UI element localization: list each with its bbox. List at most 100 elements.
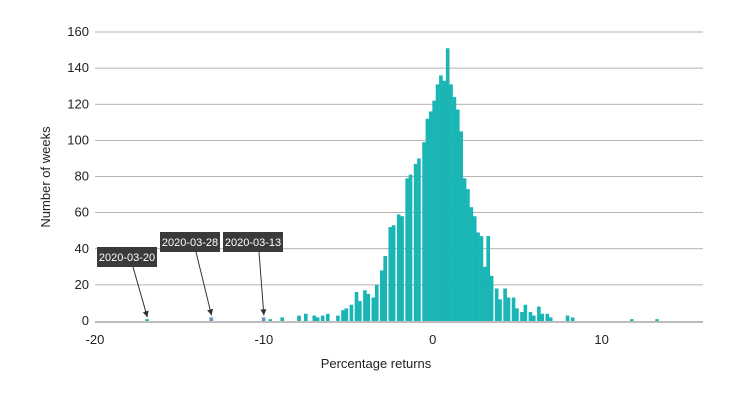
histogram-bar <box>417 158 421 321</box>
x-tick-label: 0 <box>429 332 436 347</box>
histogram-bar <box>629 319 634 321</box>
histogram-bar <box>462 178 467 321</box>
annotation-label-box <box>160 232 220 252</box>
histogram-bar <box>432 100 436 321</box>
histogram-bar <box>304 313 308 321</box>
y-tick-label: 160 <box>67 24 89 39</box>
x-tick-label: -10 <box>254 332 273 347</box>
histogram-bar <box>545 313 550 321</box>
histogram-bar <box>494 288 499 321</box>
histogram-bar <box>320 315 325 321</box>
histogram-bar <box>396 214 401 321</box>
histogram-bar <box>344 308 349 321</box>
histogram-bar <box>354 292 359 321</box>
histogram-bar <box>405 178 409 321</box>
histogram-bar <box>380 270 384 321</box>
histogram-bar <box>209 317 214 321</box>
histogram-bar <box>428 111 433 321</box>
histogram-bar <box>358 301 362 321</box>
histogram-bar <box>528 311 533 321</box>
y-tick-label: 40 <box>75 241 89 256</box>
histogram-bar <box>315 317 320 321</box>
annotations: 2020-03-20 2020-03-28 2020-03-13 <box>97 232 283 318</box>
annotation-arrowhead <box>142 310 149 318</box>
histogram-bar <box>548 317 553 321</box>
annotation-label: 2020-03-28 <box>162 237 218 249</box>
histogram-bar <box>506 297 511 321</box>
axes: 0 20 40 60 80 100 120 140 160 -20 -10 0 10 <box>67 24 703 347</box>
y-tick-label: 100 <box>67 132 89 147</box>
histogram-bar <box>532 315 536 321</box>
annotation-label-box <box>97 247 157 267</box>
histogram-bar <box>489 275 494 321</box>
histogram-bar <box>452 97 457 322</box>
histogram-bar <box>400 216 404 321</box>
histogram-bar <box>408 174 413 321</box>
histogram-bar <box>422 142 426 321</box>
annotation-2020-03-28: 2020-03-28 <box>160 232 220 316</box>
histogram-bar <box>261 317 266 321</box>
histogram-bar <box>469 207 474 321</box>
histogram-bar <box>374 284 379 321</box>
histogram-bar <box>565 315 570 321</box>
histogram-bar <box>145 319 149 321</box>
y-tick-label: 80 <box>75 169 89 184</box>
histogram-bar <box>445 48 450 321</box>
histogram-bar <box>520 311 524 321</box>
histogram-bar <box>570 317 575 321</box>
histogram-bar <box>498 299 502 321</box>
y-tick-label: 140 <box>67 60 89 75</box>
x-tick-label: -20 <box>86 332 105 347</box>
histogram-bar <box>336 315 340 321</box>
histogram-bar <box>391 225 396 321</box>
histogram-bar <box>280 317 284 321</box>
annotation-arrow <box>132 266 148 318</box>
histogram-bar <box>425 118 430 321</box>
histogram-bar <box>479 236 484 321</box>
histogram-bar <box>466 189 470 321</box>
histogram-bar <box>486 236 491 321</box>
y-tick-label: 20 <box>75 277 89 292</box>
y-tick-label: 120 <box>67 96 89 111</box>
y-tick-label: 0 <box>82 313 89 328</box>
annotation-label: 2020-03-13 <box>225 237 281 249</box>
histogram-bar <box>515 308 519 321</box>
annotation-label-box <box>223 232 283 252</box>
histogram-bar <box>537 306 541 321</box>
annotation-2020-03-20: 2020-03-20 <box>97 247 157 318</box>
bars <box>145 48 659 322</box>
histogram-bar <box>366 293 371 321</box>
histogram-bar <box>439 75 443 321</box>
histogram-bar <box>435 84 440 321</box>
histogram-bar <box>472 216 477 321</box>
histogram-bar <box>523 304 528 321</box>
annotation-arrow <box>258 251 265 316</box>
histogram-bar <box>442 80 447 321</box>
y-tick-label: 60 <box>75 205 89 220</box>
annotation-2020-03-13: 2020-03-13 <box>223 232 283 316</box>
y-axis-title: Number of weeks <box>38 126 53 228</box>
x-axis-title: Percentage returns <box>321 356 432 371</box>
histogram-bar <box>383 255 387 321</box>
histogram-bar <box>449 84 453 321</box>
histogram-bar <box>349 304 354 321</box>
histogram-bar <box>503 288 507 321</box>
histogram-bar <box>341 310 345 321</box>
annotation-arrow <box>195 251 213 316</box>
histogram-bar <box>371 297 376 321</box>
histogram-bar <box>413 163 418 321</box>
histogram-bar <box>540 313 545 321</box>
histogram-bar <box>655 319 659 321</box>
histogram-bar <box>456 109 460 321</box>
histogram-bar <box>483 266 487 321</box>
histogram-bar <box>363 290 367 321</box>
histogram-bar <box>388 227 393 321</box>
histogram-bar <box>297 315 301 321</box>
annotation-arrowhead <box>260 309 267 316</box>
histogram-bar <box>476 232 480 321</box>
histogram-bar <box>511 297 516 321</box>
histogram-bar <box>459 131 463 321</box>
annotation-arrowhead <box>207 308 214 316</box>
